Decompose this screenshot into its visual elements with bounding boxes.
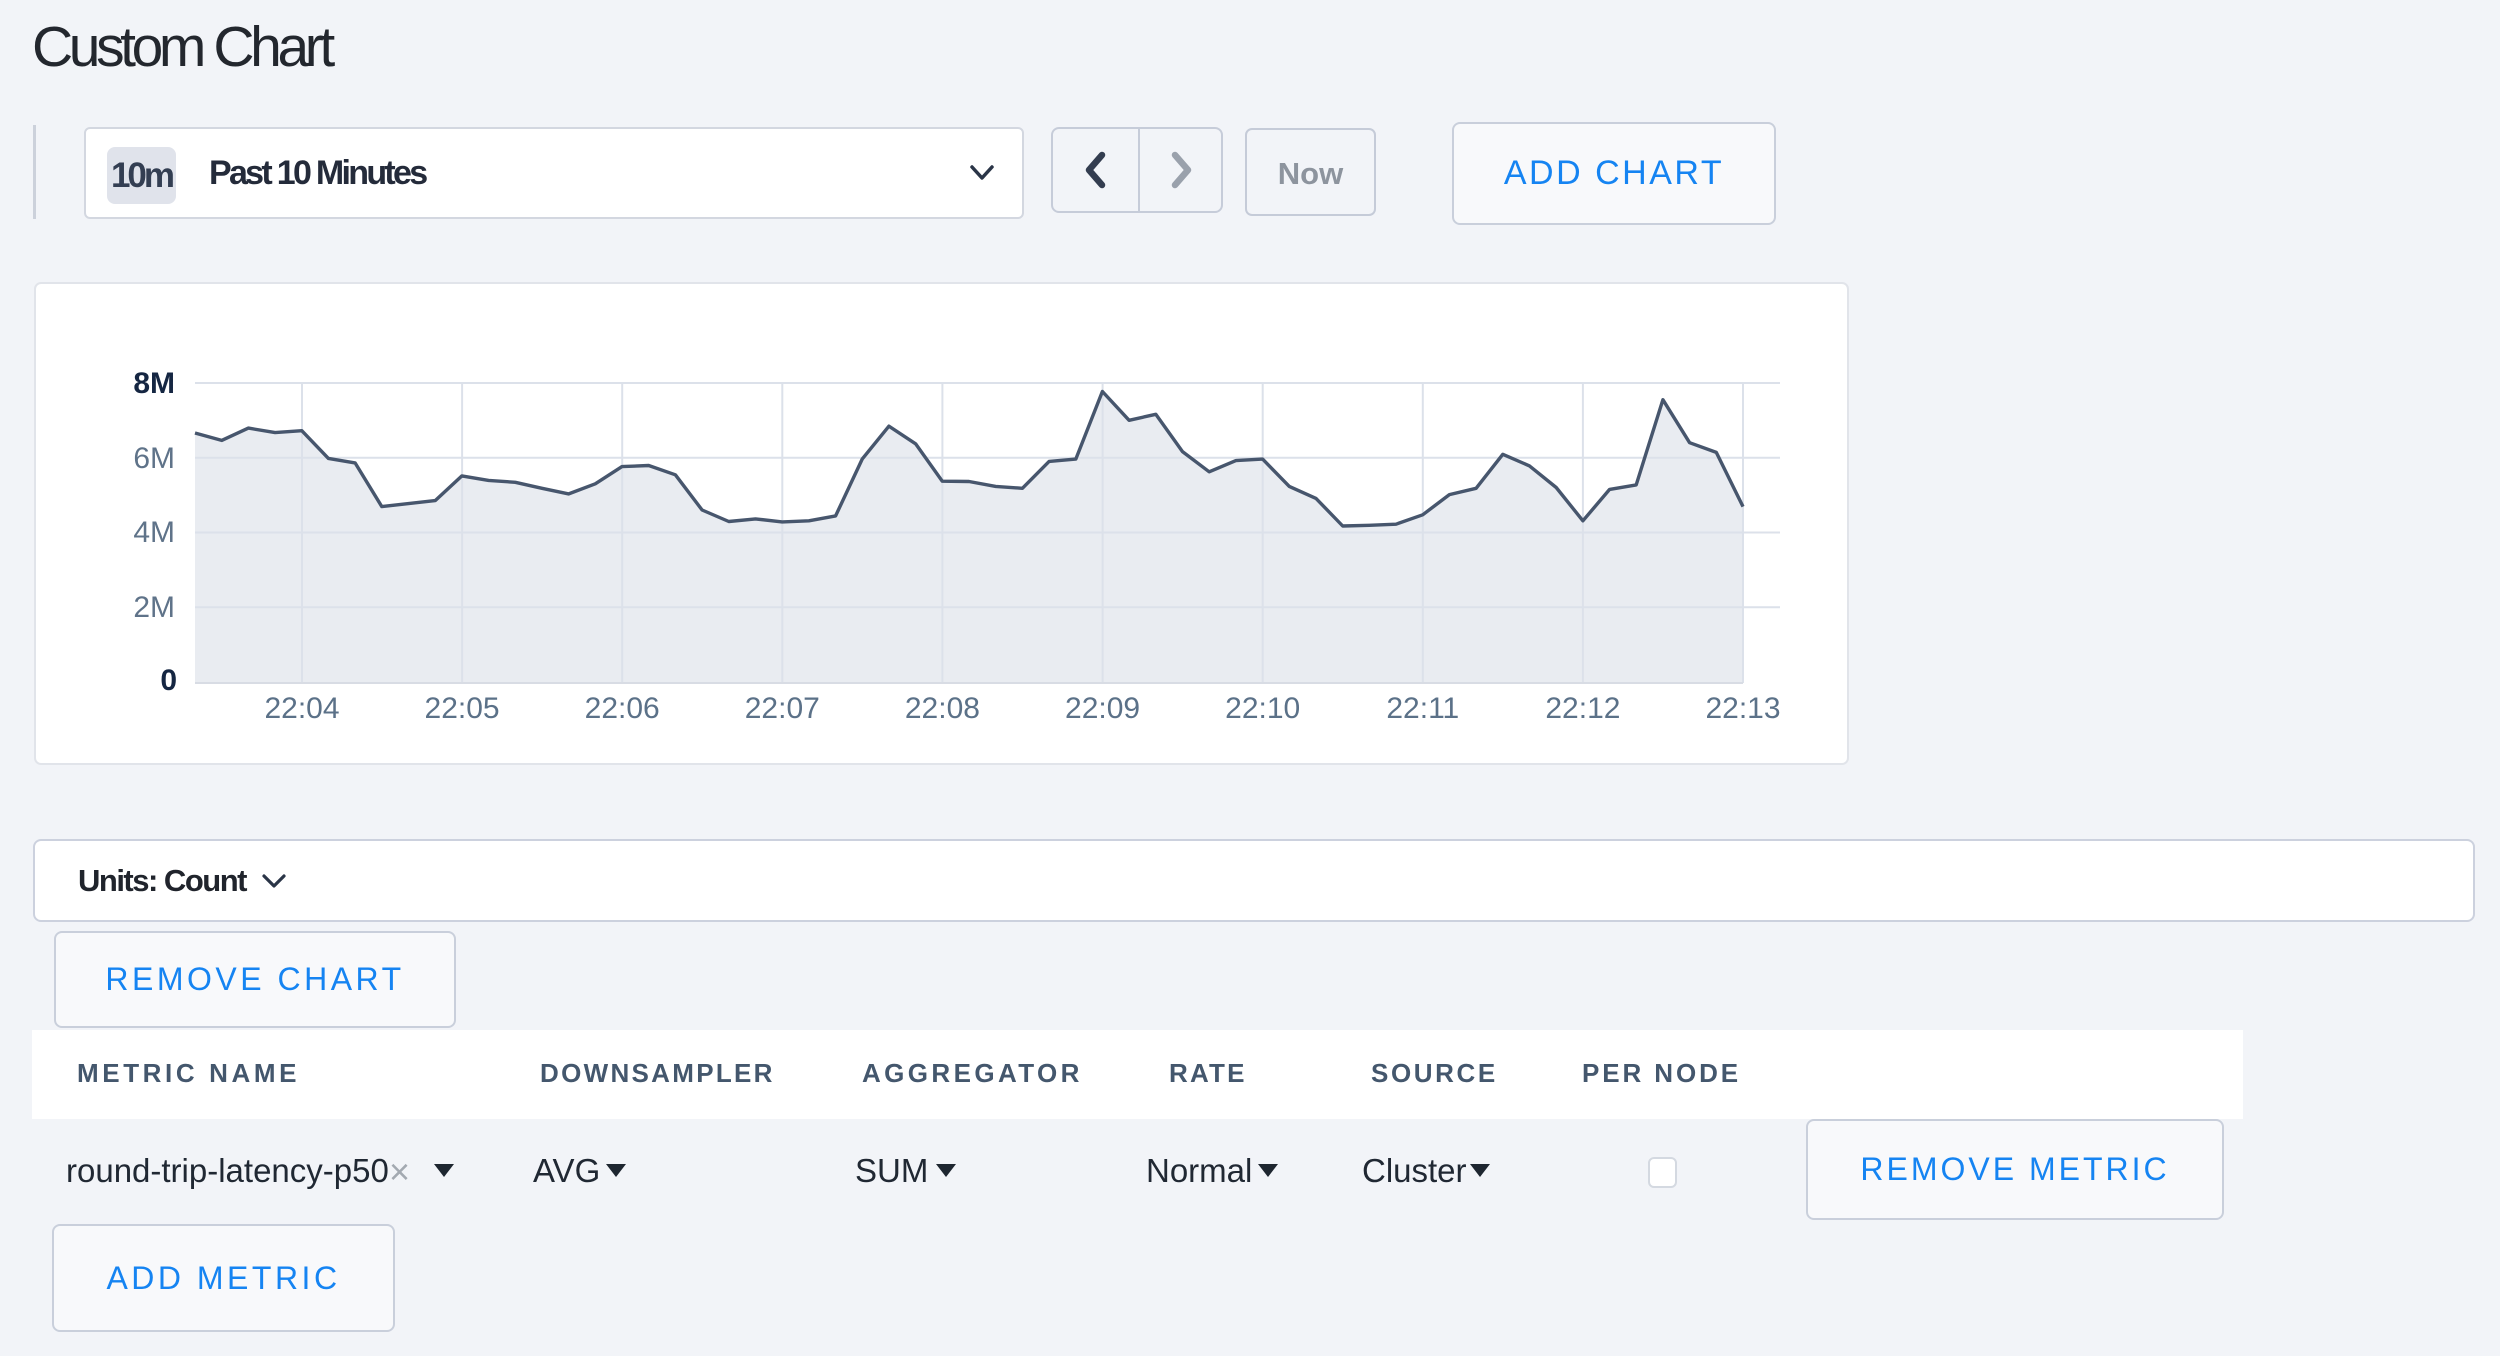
svg-text:22:06: 22:06 [585, 692, 660, 725]
svg-text:22:08: 22:08 [905, 692, 980, 725]
svg-text:22:09: 22:09 [1065, 692, 1140, 725]
svg-text:22:05: 22:05 [425, 692, 500, 725]
svg-text:2M: 2M [133, 591, 175, 624]
svg-text:22:07: 22:07 [745, 692, 820, 725]
svg-text:22:13: 22:13 [1705, 692, 1780, 725]
svg-text:4M: 4M [133, 516, 175, 549]
svg-text:6M: 6M [133, 442, 175, 475]
svg-text:22:11: 22:11 [1386, 692, 1459, 725]
svg-text:8M: 8M [133, 367, 175, 400]
svg-text:0: 0 [160, 664, 177, 697]
svg-text:22:10: 22:10 [1225, 692, 1300, 725]
svg-text:22:04: 22:04 [264, 692, 339, 725]
svg-text:22:12: 22:12 [1545, 692, 1620, 725]
